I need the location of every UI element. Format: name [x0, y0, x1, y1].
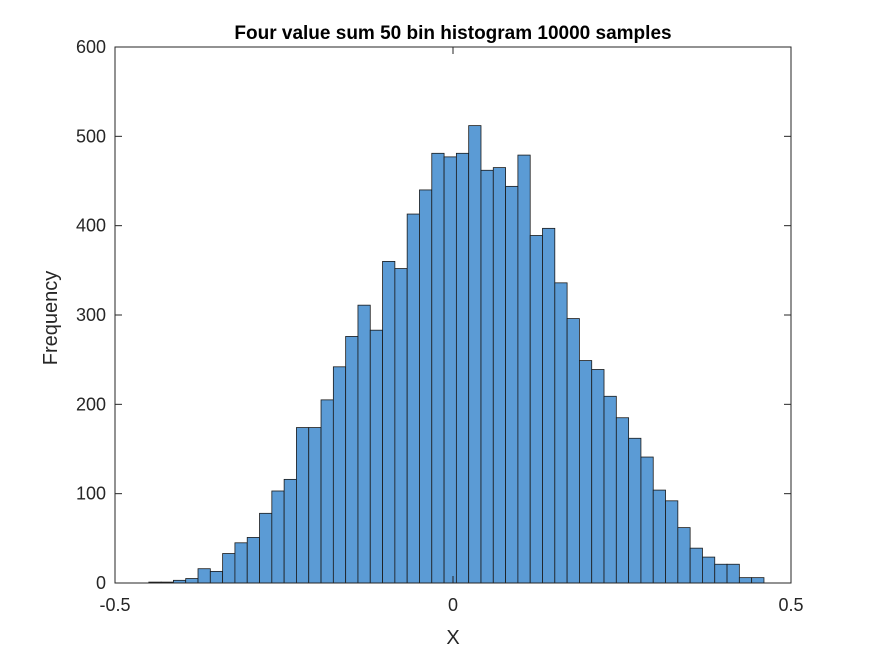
- histogram-bar: [714, 563, 728, 584]
- y-tick-label: 500: [76, 126, 106, 146]
- histogram-bar: [628, 437, 642, 584]
- histogram-bar: [702, 556, 716, 584]
- histogram-bar: [640, 456, 654, 584]
- histogram-bar: [320, 399, 334, 584]
- histogram-bar: [492, 167, 506, 584]
- histogram-bar: [197, 568, 211, 584]
- histogram-bar: [382, 260, 396, 584]
- histogram-bar: [517, 154, 531, 584]
- histogram-bar: [296, 427, 310, 584]
- histogram-bar: [308, 427, 322, 584]
- chart-title: Four value sum 50 bin histogram 10000 sa…: [234, 23, 671, 44]
- histogram-bar: [652, 489, 666, 584]
- histogram-bar: [419, 189, 433, 584]
- histogram-bar: [431, 152, 445, 584]
- x-tick-label: -0.5: [99, 595, 130, 615]
- histogram-bar: [455, 152, 470, 584]
- histogram-bar: [406, 213, 420, 584]
- histogram-bar: [738, 577, 753, 584]
- x-axis-label: X: [446, 627, 459, 649]
- histogram-bar: [480, 169, 494, 584]
- y-tick-label: 600: [76, 37, 106, 57]
- histogram-bar: [332, 366, 347, 584]
- histogram-bar: [283, 478, 297, 584]
- histogram-bar: [259, 512, 273, 584]
- histogram-bar: [566, 318, 580, 584]
- y-tick-label: 0: [96, 573, 106, 593]
- histogram-bar: [345, 336, 359, 584]
- y-tick-label: 200: [76, 394, 106, 414]
- histogram-bar: [603, 395, 617, 584]
- histogram-bar: [222, 553, 236, 584]
- histogram-bar: [394, 268, 408, 584]
- histogram-bar: [369, 329, 383, 584]
- histogram-bar: [542, 227, 556, 584]
- x-tick-label: 0: [448, 595, 458, 615]
- histogram-bar: [591, 369, 605, 584]
- histogram-bar: [234, 542, 248, 584]
- histogram-bar: [185, 578, 199, 584]
- y-axis-label: Frequency: [40, 271, 62, 366]
- histogram-bar: [246, 537, 260, 584]
- y-tick-label: 400: [76, 216, 106, 236]
- histogram-bar: [615, 417, 630, 584]
- histogram-bar: [579, 360, 593, 584]
- histogram-bar: [689, 547, 703, 584]
- histogram-bar: [443, 156, 457, 584]
- y-tick-label: 100: [76, 484, 106, 504]
- histogram-bar: [209, 570, 224, 584]
- histogram-bar: [554, 282, 568, 584]
- y-tick-label: 300: [76, 305, 106, 325]
- histogram-bar: [505, 185, 519, 584]
- histogram-bar: [271, 490, 285, 584]
- x-tick-label: 0.5: [778, 595, 803, 615]
- histogram-bar: [751, 577, 765, 584]
- bars-group: [148, 125, 765, 584]
- histogram-bar: [529, 235, 543, 584]
- histogram-bar: [677, 527, 691, 584]
- histogram-bar: [665, 500, 679, 584]
- histogram-bar: [726, 563, 740, 584]
- histogram-bar: [468, 125, 482, 584]
- histogram-bar: [357, 304, 371, 584]
